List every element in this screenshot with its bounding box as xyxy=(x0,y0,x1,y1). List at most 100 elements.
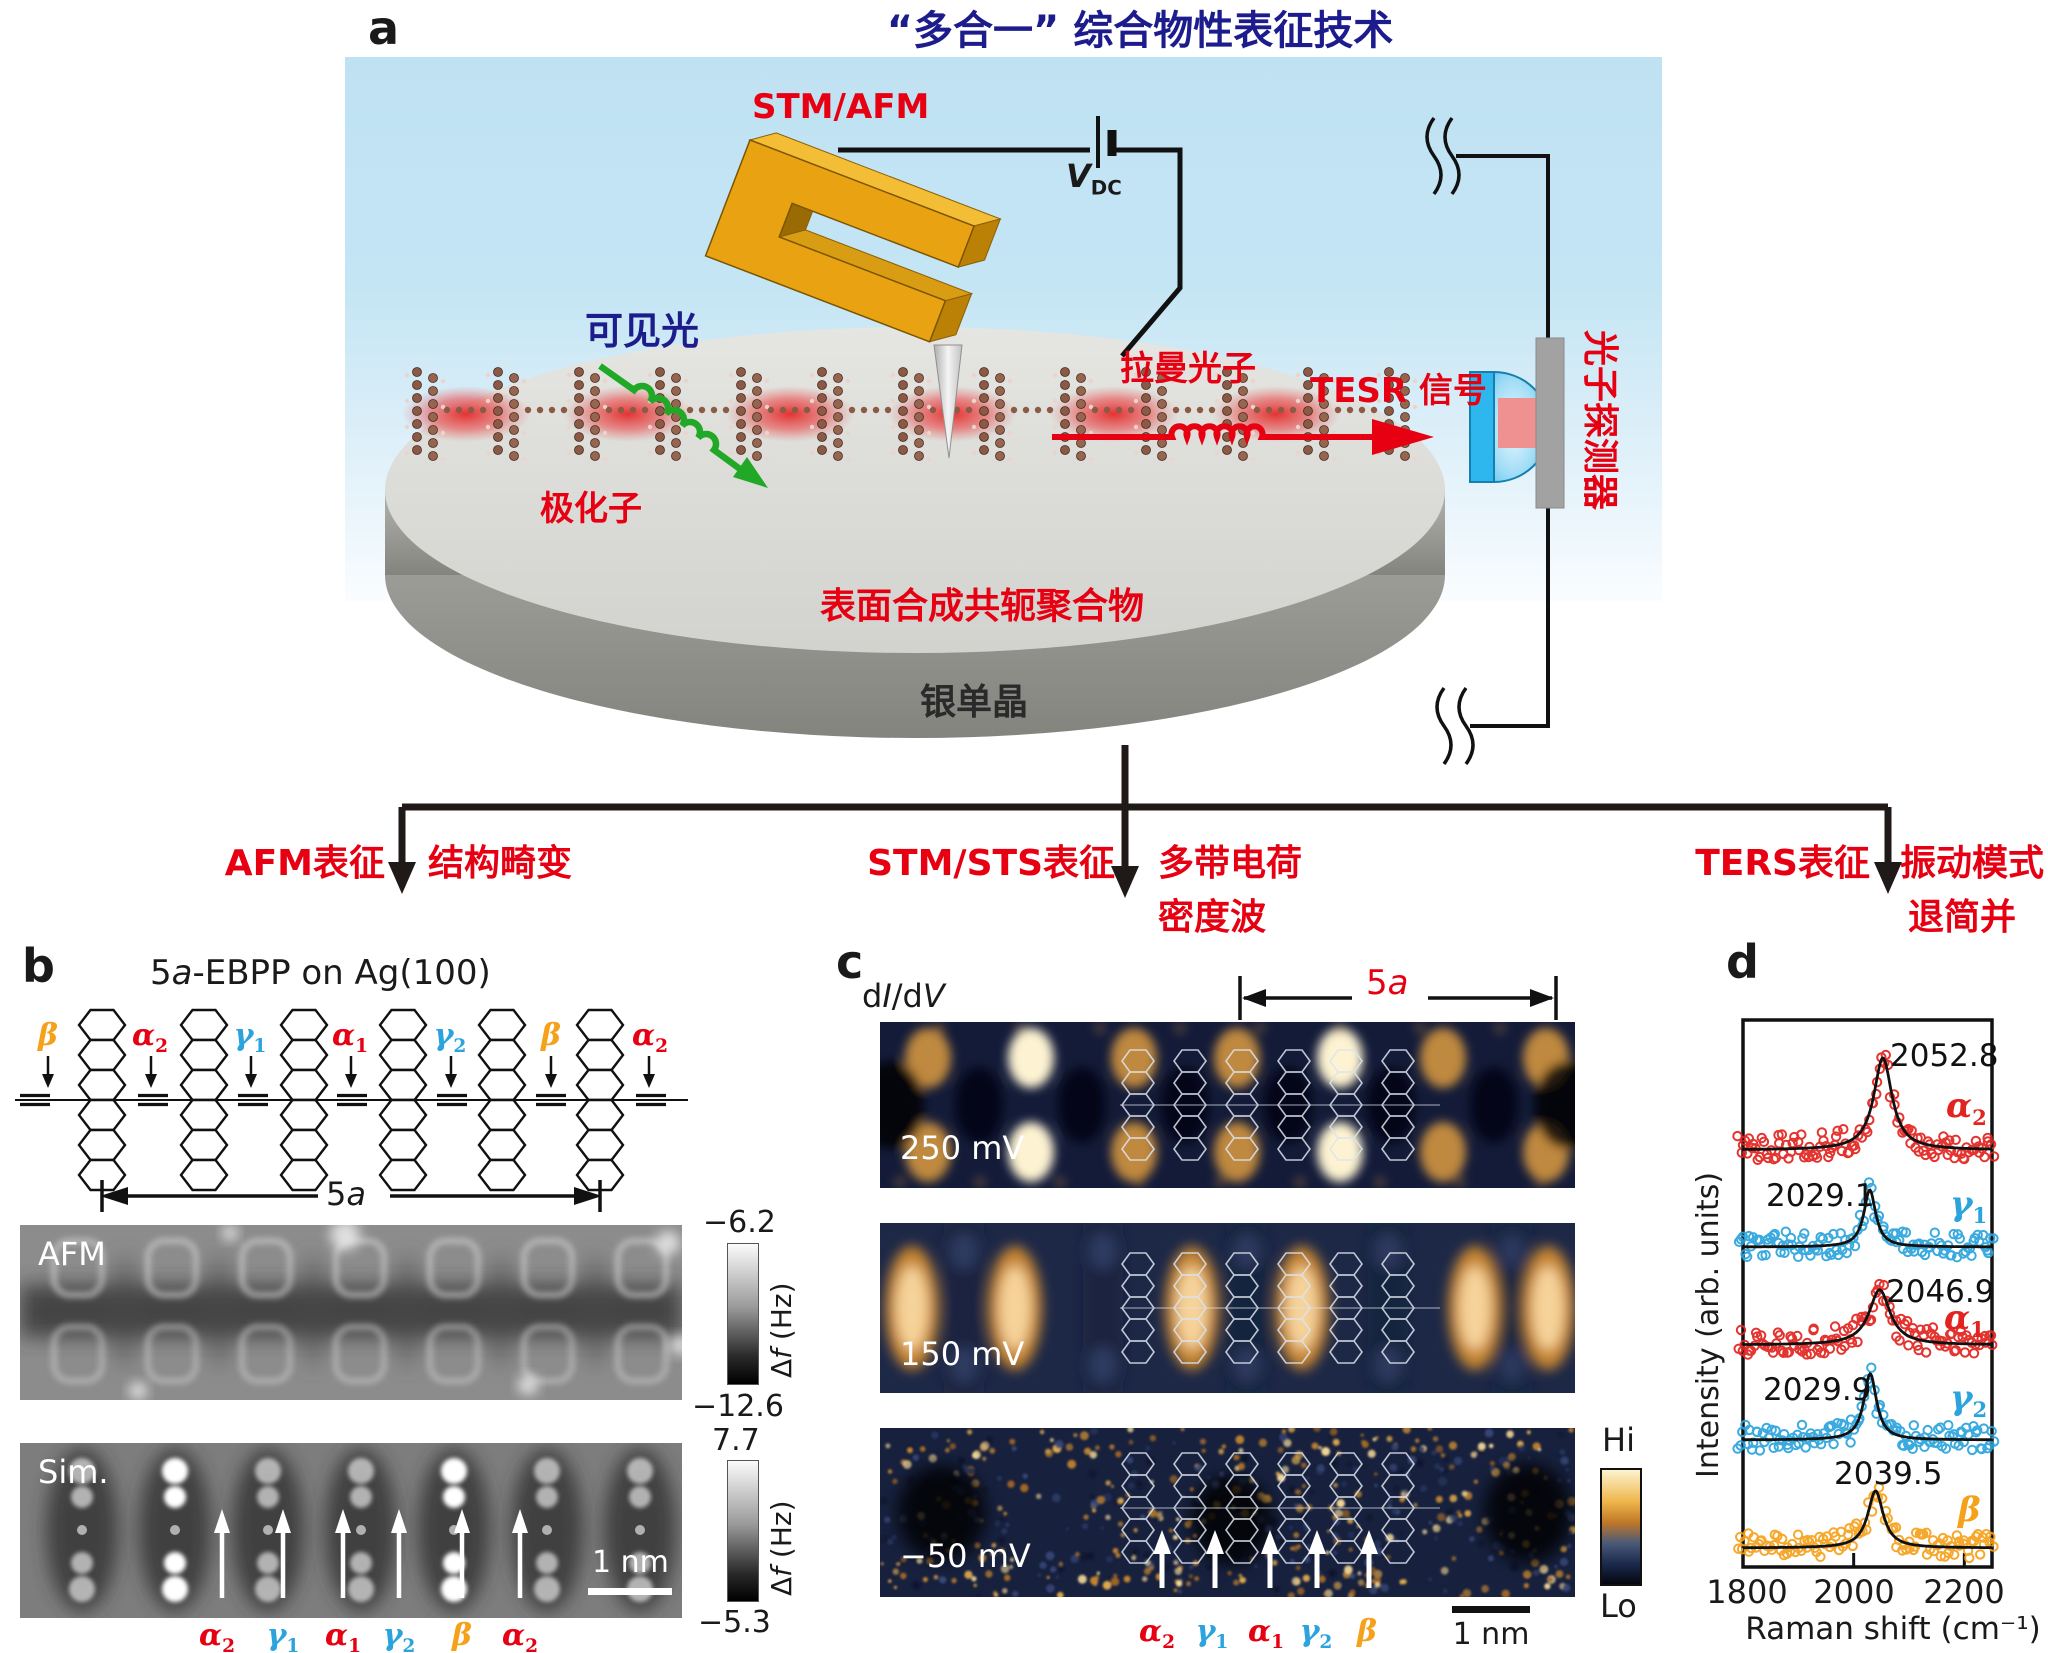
chemical-structure xyxy=(15,1008,688,1192)
bias-circuit-wire xyxy=(838,147,1183,358)
series-label-α2: α2 xyxy=(1946,1086,1987,1130)
raman-photon-arrow xyxy=(1052,419,1434,455)
site-label-γ2: γ2 xyxy=(434,1018,467,1057)
afm-colorbar-unit: Δf (Hz) xyxy=(765,1282,798,1378)
series-label-β: β xyxy=(1958,1490,1981,1534)
site-label-γ2: γ2 xyxy=(383,1618,416,1653)
delta: Δ xyxy=(765,1576,798,1596)
tuning-fork-sensor xyxy=(704,132,1002,343)
greek-base: γ xyxy=(1950,1378,1973,1418)
x-axis-label: Raman shift (cm⁻¹) xyxy=(1745,1611,2041,1647)
title-lattice-a: a xyxy=(171,953,193,993)
panel-a-label: a xyxy=(368,1,400,55)
branch-ters-technique: TERS表征 xyxy=(1695,843,1870,884)
didv-scalebar xyxy=(1452,1606,1530,1613)
vdc-subscript: DC xyxy=(1090,176,1122,200)
sim-colorbar-unit: Δf (Hz) xyxy=(765,1500,798,1596)
site-label-γ1: γ1 xyxy=(234,1018,267,1057)
greek-sub: 2 xyxy=(155,1036,169,1057)
didv-map-neg50mv xyxy=(880,1428,1575,1597)
sim-colorbar xyxy=(727,1460,759,1602)
x-tick-2200: 2200 xyxy=(1923,1573,2005,1611)
series-label-γ2: γ2 xyxy=(1950,1378,1987,1422)
vdc-symbol: V xyxy=(1066,157,1091,195)
figure-title: “多合一” 综合物性表征技术 xyxy=(886,8,1394,54)
panel-c-label: c xyxy=(836,935,864,989)
sim-scalebar xyxy=(588,1588,672,1595)
panel-b-label: b xyxy=(22,939,55,993)
greek-base: α xyxy=(331,1018,356,1053)
tesr-signal-label: TESR 信号 xyxy=(1310,371,1487,411)
map2-bias: 150 mV xyxy=(900,1335,1025,1373)
branch-afm-technique: AFM表征 xyxy=(224,843,385,884)
d1: d xyxy=(862,977,883,1015)
greek-sub: 1 xyxy=(348,1636,362,1653)
vdc-label: VDC xyxy=(1066,158,1122,200)
greek-sub: 2 xyxy=(655,1036,669,1057)
freq-f: f xyxy=(765,1566,798,1577)
greek-base: γ xyxy=(266,1618,287,1653)
freq-f: f xyxy=(765,1348,798,1359)
map3-bias: −50 mV xyxy=(900,1537,1031,1575)
branch-arrows xyxy=(388,745,1902,898)
greek-sub: 2 xyxy=(402,1636,416,1653)
site-label-α1: α1 xyxy=(325,1618,361,1653)
span-5a-label-c: 5a xyxy=(1366,963,1408,1003)
greek-sub: 1 xyxy=(1215,1632,1229,1653)
voltage-v: V xyxy=(922,977,945,1015)
peak-label-2052.8: 2052.8 xyxy=(1890,1038,1999,1074)
panel-b-title: 5a-EBPP on Ag(100) xyxy=(150,953,491,993)
greek-base: β xyxy=(38,1018,58,1053)
site-label-γ1: γ1 xyxy=(267,1618,300,1653)
greek-base: α xyxy=(324,1618,349,1653)
greek-base: γ xyxy=(1950,1184,1973,1224)
afm-colorbar-min: −12.6 xyxy=(692,1389,784,1424)
panel-d-label: d xyxy=(1726,935,1759,989)
greek-sub: 2 xyxy=(1972,1396,1988,1422)
series-label-α1: α1 xyxy=(1944,1298,1985,1342)
visible-light-arrow xyxy=(598,363,768,488)
polymer-label: 表面合成共轭聚合物 xyxy=(820,586,1145,627)
visible-light-label: 可见光 xyxy=(585,309,700,353)
stm-afm-label: STM/AFM xyxy=(752,87,930,127)
colorbar-lo-label: Lo xyxy=(1600,1587,1637,1625)
unit-cell-span-arrow-b xyxy=(100,1180,602,1212)
greek-sub: 1 xyxy=(1970,1316,1985,1342)
site-label-β: β xyxy=(541,1018,561,1057)
photon-detector-label: 光子探测器 xyxy=(1579,330,1620,511)
peak-label-2029.1: 2029.1 xyxy=(1766,1178,1875,1214)
site-label-α1: α1 xyxy=(1248,1614,1284,1653)
greek-sub: 2 xyxy=(1319,1632,1333,1653)
greek-base: α xyxy=(1944,1298,1971,1338)
sim-colorbar-max: 7.7 xyxy=(712,1423,760,1458)
didv-map-150mv xyxy=(880,1223,1575,1393)
span-number: 5 xyxy=(1366,963,1388,1003)
greek-base: γ xyxy=(1299,1614,1320,1649)
didv-colorbar xyxy=(1600,1468,1642,1586)
greek-base: γ xyxy=(433,1018,454,1053)
greek-sub: 2 xyxy=(222,1636,236,1653)
afm-colorbar xyxy=(727,1243,759,1385)
afm-colorbar-max: −6.2 xyxy=(703,1205,776,1240)
greek-base: β xyxy=(541,1018,561,1053)
site-label-α2: α2 xyxy=(632,1018,668,1057)
greek-base: β xyxy=(1357,1614,1377,1649)
peak-label-2029.9: 2029.9 xyxy=(1763,1372,1872,1408)
greek-base: α xyxy=(1138,1614,1163,1649)
site-label-α2: α2 xyxy=(132,1018,168,1057)
branch-ters-result-1: 振动模式 xyxy=(1900,843,2045,884)
colorbar-hi-label: Hi xyxy=(1602,1421,1635,1459)
span-number: 5 xyxy=(326,1175,347,1213)
branch-afm-result: 结构畸变 xyxy=(428,843,573,884)
greek-base: α xyxy=(198,1618,223,1653)
greek-base: β xyxy=(1958,1490,1981,1530)
site-label-α2: α2 xyxy=(199,1618,235,1653)
title-number: 5 xyxy=(150,953,172,993)
site-label-α2: α2 xyxy=(502,1618,538,1653)
battery-icon xyxy=(1096,116,1117,168)
series-label-γ1: γ1 xyxy=(1950,1184,1987,1228)
site-label-β: β xyxy=(452,1618,472,1653)
branch-ters-result-2: 退简并 xyxy=(1908,897,2017,938)
afm-simulation-image xyxy=(20,1443,682,1618)
greek-base: α xyxy=(501,1618,526,1653)
